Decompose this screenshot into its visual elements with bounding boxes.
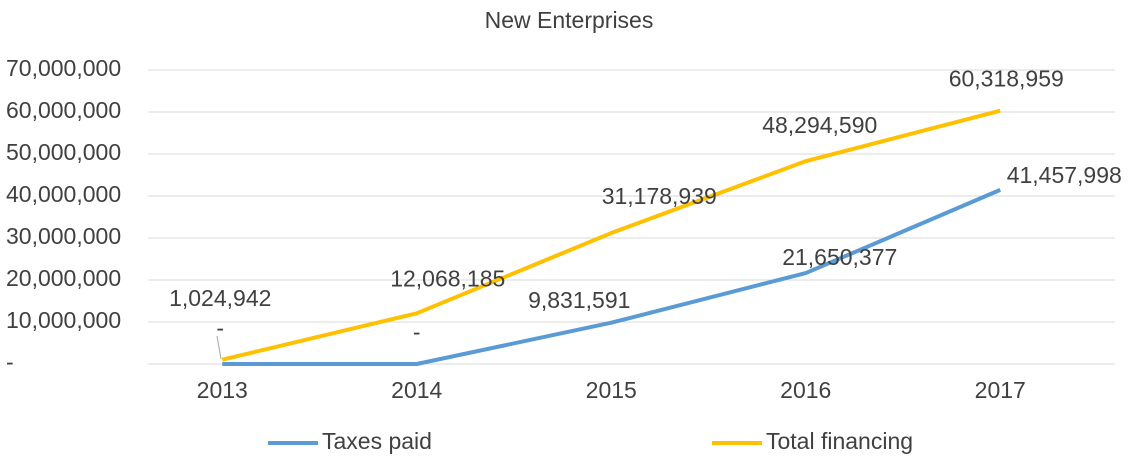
x-tick-label: 2014	[391, 377, 442, 403]
legend-label: Total financing	[766, 428, 913, 454]
y-tick-label: -	[6, 349, 14, 375]
data-label: 60,318,959	[949, 66, 1064, 92]
y-tick-label: 30,000,000	[6, 223, 121, 249]
series-line	[222, 188, 1002, 366]
y-tick-label: 10,000,000	[6, 307, 121, 333]
y-tick-label: 40,000,000	[6, 181, 121, 207]
chart-title: New Enterprises	[485, 7, 654, 33]
data-label: -	[216, 315, 224, 341]
data-label: 12,068,185	[390, 265, 505, 291]
y-tick-label: 70,000,000	[6, 55, 121, 81]
x-tick-label: 2013	[197, 377, 248, 403]
data-label: 9,831,591	[528, 287, 630, 313]
x-tick-label: 2016	[780, 377, 831, 403]
y-tick-label: 50,000,000	[6, 139, 121, 165]
y-tick-label: 20,000,000	[6, 265, 121, 291]
data-label: 21,650,377	[782, 244, 897, 270]
data-label: 31,178,939	[602, 183, 717, 209]
data-label: 1,024,942	[169, 285, 271, 311]
leader-line	[216, 335, 222, 360]
x-tick-label: 2017	[975, 377, 1026, 403]
data-label: 41,457,998	[1007, 162, 1122, 188]
data-label: 48,294,590	[762, 112, 877, 138]
series-line	[221, 108, 1001, 362]
legend-label: Taxes paid	[322, 428, 432, 454]
x-tick-label: 2015	[586, 377, 637, 403]
y-tick-label: 60,000,000	[6, 97, 121, 123]
data-label: -	[413, 319, 421, 345]
